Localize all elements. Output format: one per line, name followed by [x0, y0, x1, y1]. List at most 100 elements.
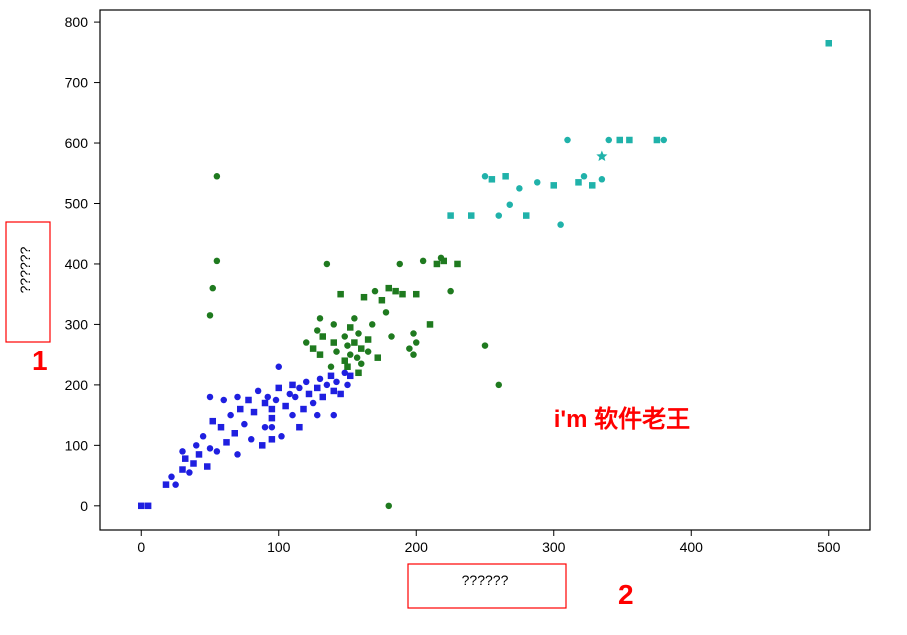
- scatter-point: [361, 294, 368, 301]
- watermark-text: i'm 软件老王: [554, 405, 690, 433]
- scatter-point: [354, 354, 361, 361]
- scatter-point: [320, 394, 327, 401]
- scatter-point: [344, 363, 351, 370]
- scatter-point: [303, 339, 310, 346]
- scatter-point: [317, 315, 324, 322]
- scatter-point: [392, 288, 399, 295]
- scatter-point: [496, 382, 503, 389]
- scatter-point: [269, 436, 276, 443]
- scatter-point: [204, 463, 211, 470]
- scatter-point: [282, 403, 289, 410]
- y-tick-label: 100: [65, 437, 89, 453]
- scatter-point: [289, 382, 296, 389]
- x-tick-label: 0: [137, 539, 145, 555]
- scatter-point: [333, 348, 340, 355]
- scatter-point: [331, 388, 338, 395]
- scatter-point: [347, 373, 354, 380]
- scatter-point: [317, 351, 324, 358]
- scatter-point: [145, 503, 152, 510]
- scatter-point: [372, 288, 379, 295]
- scatter-point: [523, 212, 530, 219]
- scatter-point: [273, 397, 280, 404]
- scatter-point: [245, 397, 252, 404]
- x-tick-label: 500: [817, 539, 841, 555]
- scatter-point: [328, 373, 335, 380]
- scatter-point: [383, 309, 390, 316]
- scatter-point: [190, 460, 197, 467]
- scatter-point: [342, 357, 349, 364]
- scatter-point: [344, 342, 351, 349]
- scatter-point: [262, 400, 269, 407]
- scatter-point: [351, 315, 358, 322]
- x-axis-label: ??????: [462, 572, 509, 588]
- scatter-point: [310, 345, 317, 352]
- scatter-point: [328, 363, 335, 370]
- scatter-point: [434, 261, 441, 268]
- scatter-point: [502, 173, 509, 180]
- scatter-point: [355, 370, 362, 377]
- scatter-point: [193, 442, 200, 449]
- scatter-point: [269, 424, 276, 431]
- scatter-point: [227, 412, 234, 419]
- scatter-point: [344, 382, 351, 389]
- scatter-point: [410, 330, 417, 337]
- scatter-point: [599, 176, 606, 183]
- scatter-point: [214, 258, 221, 265]
- y-tick-label: 200: [65, 377, 89, 393]
- y-axis-label: ??????: [17, 246, 33, 293]
- scatter-point: [516, 185, 523, 192]
- scatter-point: [413, 291, 420, 298]
- scatter-point: [427, 321, 434, 328]
- scatter-point: [379, 297, 386, 304]
- scatter-point: [410, 351, 417, 358]
- scatter-point: [365, 336, 372, 343]
- scatter-point: [221, 397, 228, 404]
- scatter-point: [661, 137, 668, 144]
- scatter-chart: 0100200300400500010020030040050060070080…: [0, 0, 907, 635]
- scatter-point: [351, 339, 358, 346]
- y-tick-label: 400: [65, 256, 89, 272]
- scatter-point: [369, 321, 376, 328]
- scatter-point: [296, 424, 303, 431]
- scatter-point: [300, 406, 307, 413]
- scatter-point: [265, 394, 272, 401]
- scatter-point: [168, 474, 175, 481]
- scatter-point: [331, 321, 338, 328]
- scatter-point: [406, 345, 413, 352]
- scatter-point: [207, 394, 214, 401]
- scatter-point: [606, 137, 613, 144]
- scatter-point: [163, 481, 170, 488]
- scatter-point: [182, 455, 189, 462]
- scatter-point: [337, 391, 344, 398]
- scatter-point: [441, 258, 448, 265]
- scatter-point: [551, 182, 558, 189]
- chart-svg: 0100200300400500010020030040050060070080…: [0, 0, 907, 635]
- y-tick-label: 600: [65, 135, 89, 151]
- scatter-point: [179, 448, 186, 455]
- annotation-number-1: 1: [32, 345, 48, 376]
- scatter-point: [454, 261, 461, 268]
- scatter-point: [287, 391, 294, 398]
- y-tick-label: 800: [65, 14, 89, 30]
- scatter-point: [342, 333, 349, 340]
- scatter-point: [420, 258, 427, 265]
- x-tick-label: 400: [680, 539, 704, 555]
- scatter-point: [186, 469, 193, 476]
- scatter-point: [564, 137, 571, 144]
- scatter-point: [386, 285, 393, 292]
- scatter-point: [237, 406, 244, 413]
- scatter-point: [276, 385, 283, 392]
- scatter-point: [482, 342, 489, 349]
- scatter-point: [331, 412, 338, 419]
- scatter-point: [333, 379, 340, 386]
- scatter-point: [314, 327, 321, 334]
- scatter-point: [210, 285, 217, 292]
- scatter-point: [232, 430, 239, 437]
- scatter-point: [303, 379, 310, 386]
- y-tick-label: 700: [65, 75, 89, 91]
- scatter-point: [413, 339, 420, 346]
- scatter-point: [575, 179, 582, 186]
- scatter-point: [314, 385, 321, 392]
- scatter-point: [397, 261, 404, 268]
- scatter-point: [317, 376, 324, 383]
